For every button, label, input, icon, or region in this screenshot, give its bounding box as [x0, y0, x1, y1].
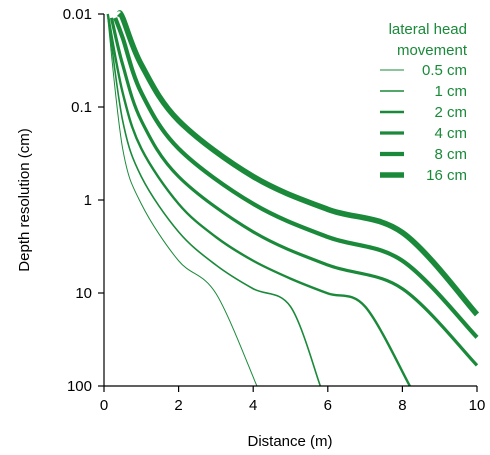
y-tick-label-3: 10 — [75, 285, 92, 302]
x-tick-label-3: 6 — [324, 397, 332, 414]
y-tick-label-2: 1 — [84, 192, 92, 209]
x-tick-label-2: 4 — [249, 397, 257, 414]
legend-entries: 0.5 cm 1 cm 2 cm 4 cm 8 cm 16 cm — [380, 62, 467, 184]
series-line-5 — [116, 10, 480, 317]
legend: lateral head movement 0.5 cm 1 cm 2 cm 4 cm… — [380, 21, 468, 184]
series-line-3 — [109, 17, 479, 367]
legend-label-1: 1 cm — [434, 83, 467, 100]
series-group — [106, 10, 480, 387]
y-axis-title: Depth resolution (cm) — [16, 128, 33, 271]
legend-title-line-2: movement — [397, 42, 468, 59]
series-line-0 — [107, 17, 258, 387]
legend-label-4: 8 cm — [434, 146, 467, 163]
x-tick-label-5: 10 — [469, 397, 486, 414]
y-tick-label-1: 0.1 — [71, 99, 92, 116]
series-line-2 — [106, 13, 411, 387]
legend-label-0: 0.5 cm — [422, 62, 467, 79]
y-tick-label-4: 100 — [67, 378, 92, 395]
legend-label-3: 4 cm — [434, 125, 467, 142]
y-ticks: 0.01 0.1 1 10 100 — [63, 6, 104, 395]
x-tick-label-1: 2 — [174, 397, 182, 414]
x-axis-title: Distance (m) — [247, 433, 332, 450]
x-tick-label-4: 8 — [398, 397, 406, 414]
plot-area: 0 2 4 6 8 10 0.01 0.1 1 10 100 — [63, 6, 486, 414]
series-line-4 — [113, 17, 479, 339]
legend-label-5: 16 cm — [426, 167, 467, 184]
y-tick-label-0: 0.01 — [63, 6, 92, 23]
legend-title-line-1: lateral head — [389, 21, 467, 38]
x-tick-label-0: 0 — [100, 397, 108, 414]
x-ticks: 0 2 4 6 8 10 — [100, 386, 486, 414]
legend-label-2: 2 cm — [434, 104, 467, 121]
series-line-1 — [106, 13, 322, 387]
